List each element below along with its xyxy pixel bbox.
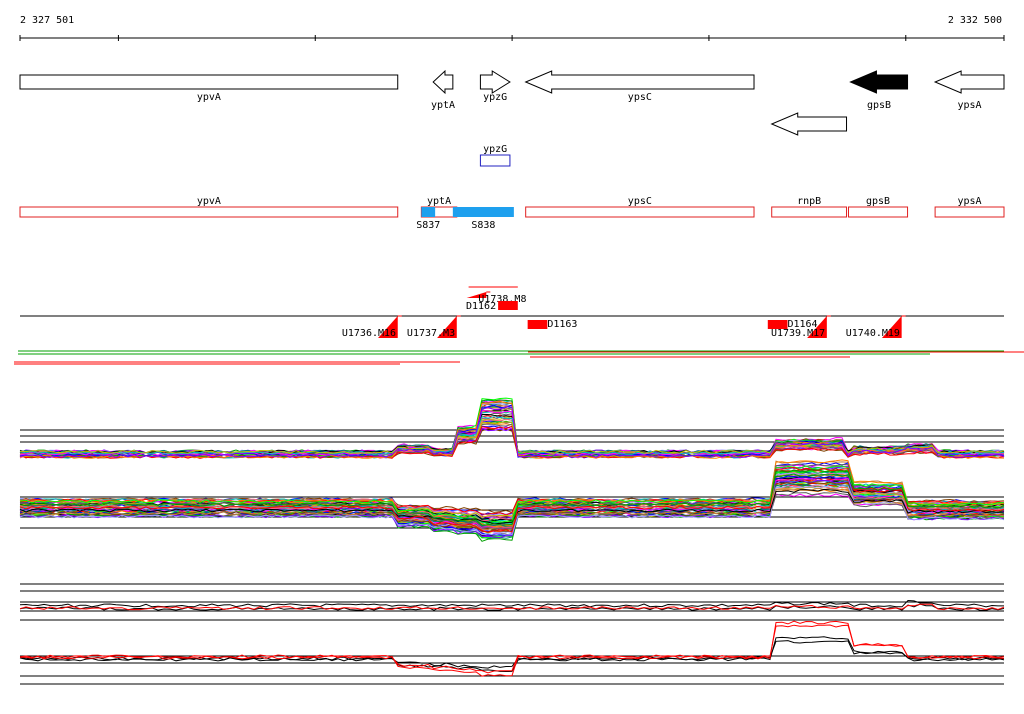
upshift-mark <box>881 316 902 338</box>
upshift-mark <box>466 292 487 298</box>
transcript-label: ypsA <box>958 196 982 207</box>
summary-line <box>19 599 1004 608</box>
downshift-mark <box>498 301 518 310</box>
transcript-box <box>934 206 1005 218</box>
transcript-label: yptA <box>427 196 451 207</box>
profile-line <box>19 479 1005 539</box>
profile-line <box>19 421 1005 454</box>
profile-line <box>19 488 1005 525</box>
profile-line <box>19 406 1005 458</box>
transcript-box <box>19 206 399 218</box>
small-feature-box <box>479 154 511 167</box>
gene-label: gpsB <box>867 100 891 111</box>
summary-line <box>19 620 1005 677</box>
site-track: U1736.M16 U1737.M3 U1738.M8 U1739.M17 U1740.… <box>20 286 1004 339</box>
downshift-label: D1164 <box>787 319 817 330</box>
profile-line <box>19 485 1005 522</box>
gene-arrow-yptA <box>432 69 454 95</box>
gene-arrow-gpsB <box>849 70 909 94</box>
small-feature-label: ypzG <box>483 144 507 155</box>
profile-line <box>19 463 1005 530</box>
profile-line <box>19 399 1005 458</box>
transcript-label: gpsB <box>866 196 890 207</box>
downshift-label: D1162 <box>466 301 496 312</box>
summary-line <box>19 636 1005 673</box>
gene-label: ypzG <box>483 92 507 103</box>
upshift-label: U1738.M8 <box>478 294 526 305</box>
profile-line <box>19 469 1005 526</box>
downshift-mark <box>527 320 548 329</box>
segment-track: S837 S838 <box>416 207 514 231</box>
segment-bar <box>452 207 514 217</box>
gene-arrow-ypzG <box>479 70 511 94</box>
gene-label: ypvA <box>197 92 221 103</box>
upshift-label: U1739.M17 <box>771 328 825 339</box>
transcript-box <box>847 206 909 218</box>
summary-line <box>19 624 1005 674</box>
gene-arrow-ypsA <box>933 70 1005 94</box>
summary-line <box>19 640 1005 669</box>
expression-profiles <box>19 397 1005 542</box>
profile-line <box>19 485 1005 536</box>
transcript-label: ypsC <box>628 196 652 207</box>
gene-arrow-ypsC <box>524 70 755 94</box>
profile-line <box>19 487 1005 531</box>
profile-line <box>19 416 1005 455</box>
coordinate-axis: 2 327 501 2 332 500 <box>19 15 1005 41</box>
axis-start-label: 2 327 501 <box>20 15 74 26</box>
downshift-mark <box>767 320 788 329</box>
downshift-label: D1163 <box>547 319 577 330</box>
transcript-label: rnpB <box>797 196 821 207</box>
transcript-label: ypvA <box>197 196 221 207</box>
summary-profiles <box>19 583 1005 685</box>
upshift-label: U1737.M3 <box>407 328 455 339</box>
coverage-lines <box>14 350 1024 365</box>
summary-line <box>19 603 1005 611</box>
segment-label: S838 <box>471 220 495 231</box>
axis-end-label: 2 332 500 <box>948 15 1002 26</box>
segment-label: S837 <box>416 220 440 231</box>
upshift-mark <box>378 316 398 338</box>
upshift-mark <box>807 316 827 338</box>
gene-label: ypsA <box>958 100 982 111</box>
gene-track: ypvA yptA ypzG ypsC gpsB ypsA <box>19 69 1005 136</box>
segment-bar <box>421 207 436 217</box>
gene-arrow-ypvA <box>19 74 399 90</box>
gene-arrow-unnamed <box>770 112 848 136</box>
transcript-box <box>771 206 848 218</box>
upshift-label: U1740.M19 <box>846 328 900 339</box>
upshift-label: U1736.M16 <box>342 328 396 339</box>
transcript-box <box>525 206 755 218</box>
profile-line <box>19 465 1005 524</box>
profile-line <box>19 466 1005 533</box>
small-feature-track: ypzG <box>479 144 511 167</box>
upshift-mark <box>437 316 457 338</box>
gene-label: yptA <box>431 100 455 111</box>
gene-label: ypsC <box>628 92 652 103</box>
